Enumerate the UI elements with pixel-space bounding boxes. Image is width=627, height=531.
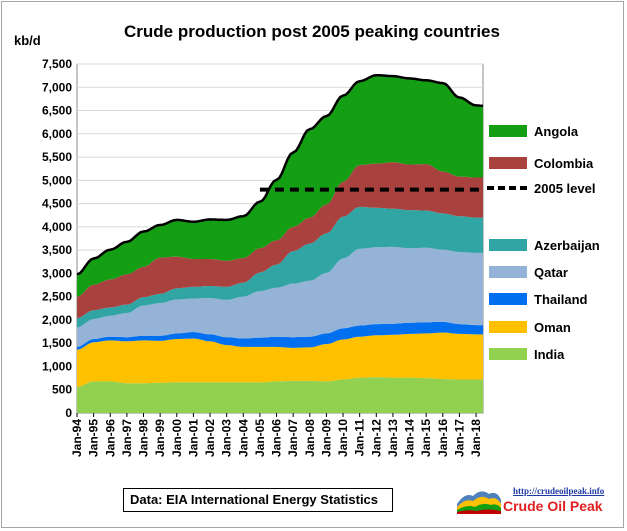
chart-title: Crude production post 2005 peaking count… — [124, 22, 500, 41]
area-azerbaijan — [77, 206, 483, 328]
legend-label-azerbaijan: Azerbaijan — [534, 238, 600, 253]
legend-swatch-angola — [489, 125, 527, 137]
x-tick-label: Jan-15 — [419, 419, 433, 457]
crude-oil-peak-logo: http://crudeoilpeak.info Crude Oil Peak — [455, 484, 615, 518]
y-axis-label: kb/d — [14, 33, 41, 48]
y-tick-label: 4,000 — [42, 220, 72, 234]
x-tick-label: Jan-04 — [236, 419, 250, 457]
x-tick-label: Jan-05 — [253, 419, 267, 457]
y-tick-label: 500 — [52, 383, 72, 397]
y-tick-label: 5,500 — [42, 150, 72, 164]
area-colombia — [77, 162, 483, 319]
x-tick-label: Jan-18 — [469, 419, 483, 457]
x-tick-label: Jan-06 — [270, 419, 284, 457]
x-tick-label: Jan-03 — [220, 419, 234, 457]
y-tick-label: 4,500 — [42, 197, 72, 211]
y-tick-label: 7,000 — [42, 80, 72, 94]
y-tick-label: 6,500 — [42, 104, 72, 118]
logo-url[interactable]: http://crudeoilpeak.info — [513, 486, 605, 496]
x-tick-label: Jan-11 — [353, 419, 367, 457]
y-tick-label: 5,000 — [42, 173, 72, 187]
legend-label-angola: Angola — [534, 124, 579, 139]
y-tick-label: 6,000 — [42, 127, 72, 141]
x-tick-label: Jan-95 — [87, 419, 101, 457]
legend-label-oman: Oman — [534, 320, 571, 335]
oil-peak-logo-icon — [455, 486, 503, 516]
legend-label-thailand: Thailand — [534, 292, 588, 307]
x-tick-label: Jan-98 — [137, 419, 151, 457]
area-angola — [77, 75, 483, 297]
area-oman — [77, 332, 483, 387]
x-tick-label: Jan-08 — [303, 419, 317, 457]
legend-label-qatar: Qatar — [534, 265, 568, 280]
legend-label-2005-level: 2005 level — [534, 181, 595, 196]
x-tick-label: Jan-12 — [369, 419, 383, 457]
x-tick-label: Jan-96 — [103, 419, 117, 457]
legend-swatch-qatar — [489, 266, 527, 278]
x-tick-label: Jan-14 — [403, 419, 417, 457]
legend-swatch-colombia — [489, 157, 527, 169]
y-tick-label: 7,500 — [42, 57, 72, 71]
x-tick-label: Jan-99 — [153, 419, 167, 457]
legend-swatch-india — [489, 348, 527, 360]
total-production-outline — [76, 73, 484, 276]
x-tick-label: Jan-17 — [452, 419, 466, 457]
area-india — [77, 377, 483, 413]
x-tick-label: Jan-16 — [436, 419, 450, 457]
area-qatar — [77, 246, 483, 347]
legend-swatch-oman — [489, 321, 527, 333]
x-tick-label: Jan-01 — [186, 419, 200, 457]
legend-swatch-azerbaijan — [489, 239, 527, 251]
x-tick-label: Jan-07 — [286, 419, 300, 457]
y-tick-label: 3,000 — [42, 266, 72, 280]
x-tick-label: Jan-94 — [70, 419, 84, 457]
y-tick-label: 2,500 — [42, 290, 72, 304]
x-tick-label: Jan-97 — [120, 419, 134, 457]
x-tick-label: Jan-13 — [386, 419, 400, 457]
legend-label-colombia: Colombia — [534, 156, 594, 171]
y-tick-label: 2,000 — [42, 313, 72, 327]
x-tick-label: Jan-02 — [203, 419, 217, 457]
area-thailand — [77, 321, 483, 350]
y-tick-label: 1,500 — [42, 336, 72, 350]
data-source-note: Data: EIA International Energy Statistic… — [123, 488, 393, 512]
legend-label-india: India — [534, 347, 565, 362]
logo-name: Crude Oil Peak — [503, 498, 603, 514]
y-tick-label: 3,500 — [42, 243, 72, 257]
x-tick-label: Jan-09 — [319, 419, 333, 457]
x-tick-label: Jan-10 — [336, 419, 350, 457]
x-tick-label: Jan-00 — [170, 419, 184, 457]
legend-swatch-thailand — [489, 293, 527, 305]
y-tick-label: 1,000 — [42, 359, 72, 373]
y-tick-label: 0 — [65, 406, 72, 420]
